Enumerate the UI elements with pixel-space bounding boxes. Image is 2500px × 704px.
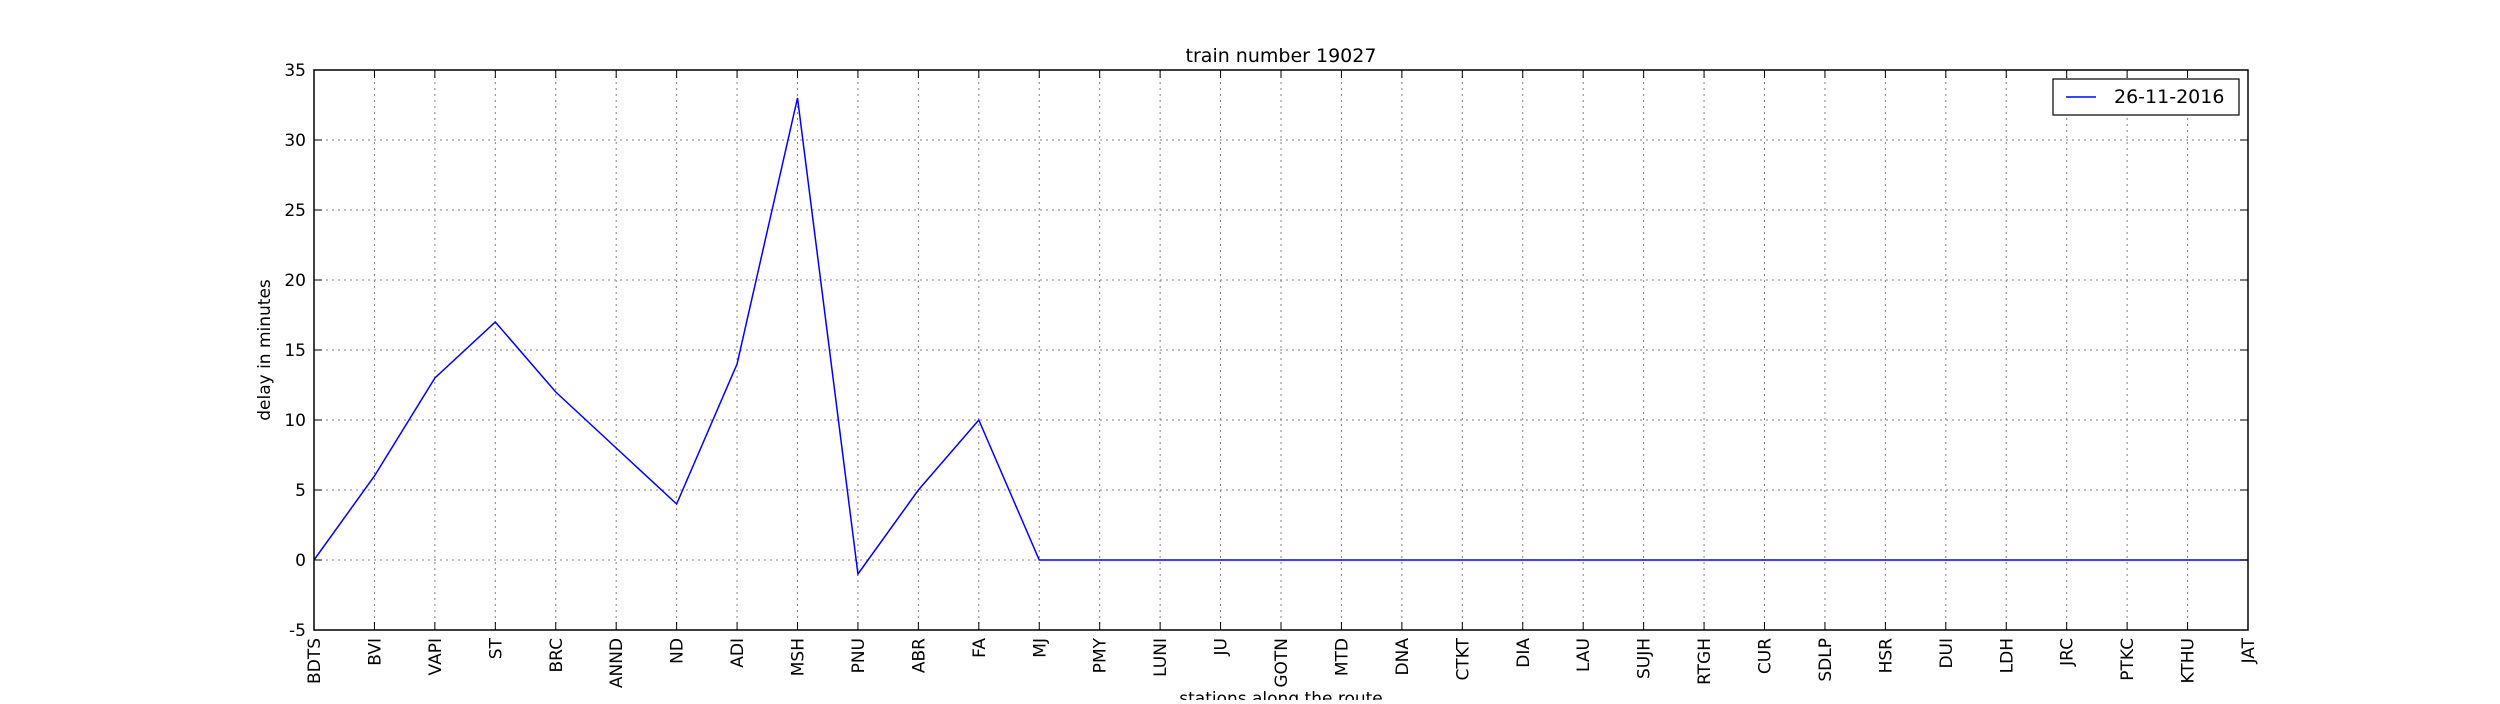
x-tick-label: ST	[486, 637, 506, 659]
y-tick-label: 20	[284, 271, 306, 291]
x-axis-label: stations along the route	[1179, 689, 1383, 700]
y-tick-label: 30	[284, 131, 306, 151]
legend: 26-11-2016	[2052, 78, 2240, 116]
x-tick-label: ANND	[607, 638, 627, 688]
y-tick-label: 25	[284, 201, 306, 221]
x-tick-label: PMY	[1091, 637, 1111, 673]
x-tick-label: MSH	[789, 638, 809, 676]
x-tick-label: JU	[1212, 638, 1232, 656]
x-tick-label: KTHU	[2179, 638, 2199, 683]
x-tick-label: FA	[970, 638, 990, 658]
x-tick-label: MTD	[1332, 638, 1352, 676]
y-axis-label: delay in minutes	[255, 279, 275, 421]
x-tick-label: JRC	[2058, 638, 2078, 667]
x-tick-label: DUI	[1937, 638, 1957, 669]
y-tick-label: -5	[289, 621, 306, 641]
x-tick-label: GOTN	[1272, 638, 1292, 688]
series-line	[313, 97, 2248, 576]
x-tick-label: ADI	[728, 638, 748, 668]
x-tick-label: PTKC	[2118, 638, 2138, 681]
x-tick-label: JAT	[2239, 637, 2259, 664]
x-tick-label: MJ	[1030, 638, 1050, 658]
x-tick-label: VAPI	[426, 638, 446, 675]
y-tick-label: 5	[295, 481, 306, 501]
y-tick-label: 35	[284, 61, 306, 81]
y-tick-label: 0	[295, 551, 306, 571]
legend-label: 26-11-2016	[2114, 86, 2224, 108]
x-tick-label: LUNI	[1151, 638, 1171, 677]
axis-ticks	[313, 69, 2249, 631]
y-tick-labels: -5 0 5 10 15 20 25 30 35	[284, 61, 306, 641]
x-tick-label: HSR	[1876, 638, 1896, 674]
x-tick-label: LAU	[1574, 638, 1594, 672]
x-tick-label: CUR	[1756, 638, 1776, 674]
x-tick-label: BRC	[547, 638, 567, 673]
x-tick-label: SDLP	[1816, 638, 1836, 682]
x-tick-labels: BDTS BVI VAPI ST BRC ANND ND ADI MSH PNU ABR FA MJ PM…	[305, 637, 2259, 688]
x-tick-label: SUJH	[1635, 638, 1655, 679]
x-tick-label: DIA	[1514, 638, 1534, 668]
x-tick-label: PNU	[849, 638, 869, 673]
x-tick-label: ND	[668, 638, 688, 664]
chart-title: train number 19027	[1186, 45, 1377, 67]
x-tick-label: BDTS	[305, 638, 325, 684]
series-layer	[313, 97, 2248, 576]
x-tick-label: BVI	[365, 638, 385, 666]
y-tick-label: 15	[284, 341, 306, 361]
x-tick-label: LDH	[1997, 638, 2017, 673]
y-tick-label: 10	[284, 411, 306, 431]
x-tick-label: RTGH	[1695, 638, 1715, 685]
x-tick-label: CTKT	[1453, 637, 1473, 680]
x-tick-label: DNA	[1393, 638, 1413, 676]
x-tick-label: ABR	[909, 638, 929, 673]
